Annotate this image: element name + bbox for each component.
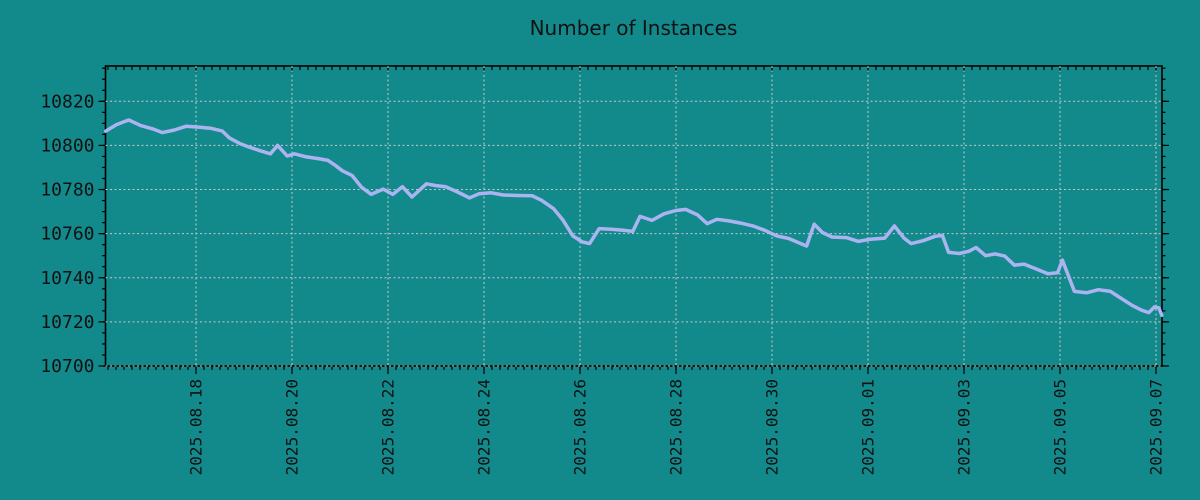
y-tick-label: 10780: [40, 180, 94, 201]
x-tick-label: 2025.08.22: [378, 379, 397, 475]
y-tick-label: 10800: [40, 135, 94, 156]
y-tick-label: 10740: [40, 268, 94, 289]
x-tick-label: 2025.08.20: [282, 379, 301, 475]
x-tick-label: 2025.08.28: [666, 379, 685, 475]
y-tick-label: 10760: [40, 224, 94, 245]
y-tick-label: 10720: [40, 312, 94, 333]
series-line-instances: [103, 118, 1164, 318]
y-tick-label: 10820: [40, 91, 94, 112]
y-tick-label: 10700: [40, 356, 94, 377]
x-tick-label: 2025.09.05: [1050, 379, 1069, 475]
x-tick-label: 2025.08.24: [474, 379, 493, 475]
x-tick-label: 2025.08.18: [186, 379, 205, 475]
x-tick-label: 2025.09.07: [1146, 379, 1165, 475]
x-tick-label: 2025.09.03: [954, 379, 973, 475]
chart-title: Number of Instances: [529, 16, 738, 40]
x-tick-label: 2025.08.30: [762, 379, 781, 475]
x-tick-label: 2025.08.26: [570, 379, 589, 475]
x-tick-label: 2025.09.01: [858, 379, 877, 475]
